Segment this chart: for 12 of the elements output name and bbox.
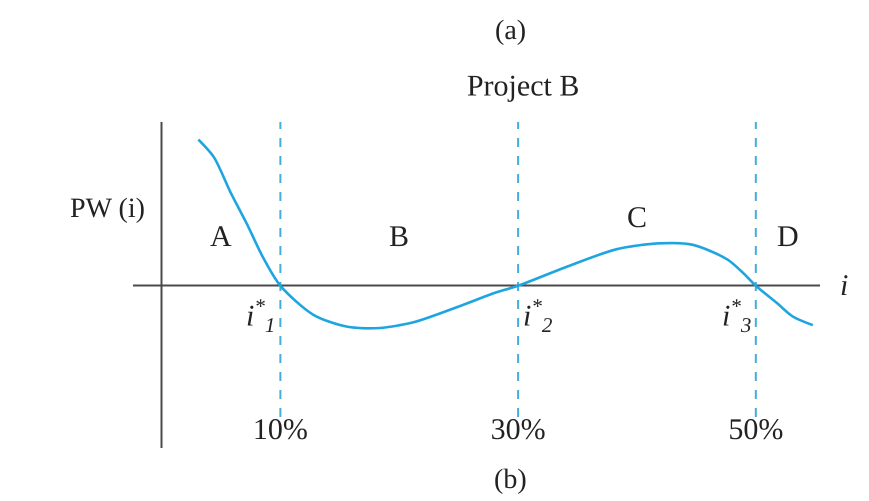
annotation: A: [210, 220, 232, 253]
annotation: B: [389, 220, 410, 253]
text: (b): [494, 464, 527, 495]
annotation: C: [627, 201, 648, 234]
y-axis-title: PW (i): [70, 193, 145, 224]
x-tick-label: 30%: [490, 413, 546, 446]
annotation: D: [777, 220, 799, 253]
chart-title: Project B: [466, 70, 580, 103]
x-tick-label: 10%: [252, 413, 308, 446]
x-axis-title: i: [840, 269, 848, 302]
text: (a): [495, 15, 526, 46]
x-tick-label: 50%: [728, 413, 784, 446]
